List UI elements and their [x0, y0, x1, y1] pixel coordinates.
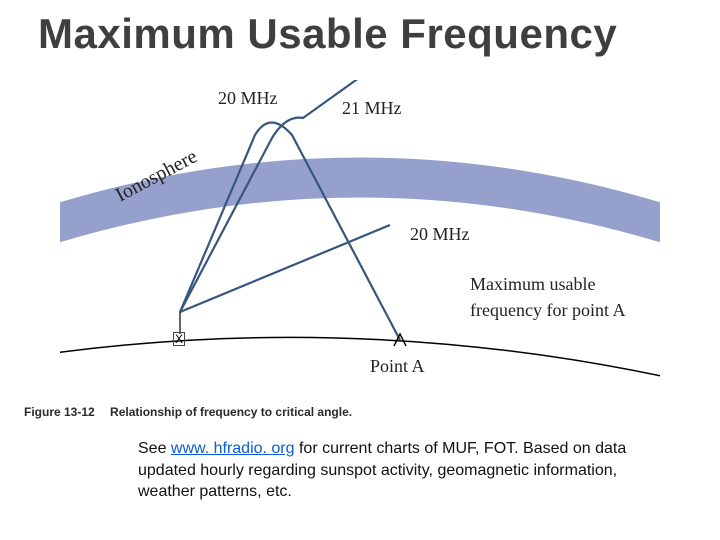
label-20mhz-top: 20 MHz: [218, 88, 278, 108]
page-title: Maximum Usable Frequency: [38, 10, 617, 58]
slide: Maximum Usable Frequency Ionosphere 20 M…: [0, 0, 720, 540]
figure-number: Figure 13-12: [24, 405, 95, 419]
label-point-a: Point A: [370, 356, 425, 376]
label-20mhz-mid: 20 MHz: [410, 224, 470, 244]
muf-diagram: Ionosphere 20 MHz 21 MHz 20 MHz Point A …: [60, 80, 660, 400]
ray-20mhz-refracted: [180, 123, 400, 341]
label-muf-line1: Maximum usable: [470, 274, 595, 294]
earth-surface: [60, 337, 660, 380]
figure-caption: Figure 13-12 Relationship of frequency t…: [24, 405, 352, 419]
figure-caption-text: Relationship of frequency to critical an…: [110, 405, 352, 419]
body-prefix: See: [138, 440, 171, 457]
label-21mhz-top: 21 MHz: [342, 98, 402, 118]
hfradio-link[interactable]: www. hfradio. org: [171, 440, 295, 457]
diagram-svg: Ionosphere 20 MHz 21 MHz 20 MHz Point A …: [60, 80, 660, 400]
body-text: See www. hfradio. org for current charts…: [138, 438, 658, 503]
transmitter-marker-icon: X: [173, 332, 185, 346]
label-muf-line2: frequency for point A: [470, 300, 625, 320]
